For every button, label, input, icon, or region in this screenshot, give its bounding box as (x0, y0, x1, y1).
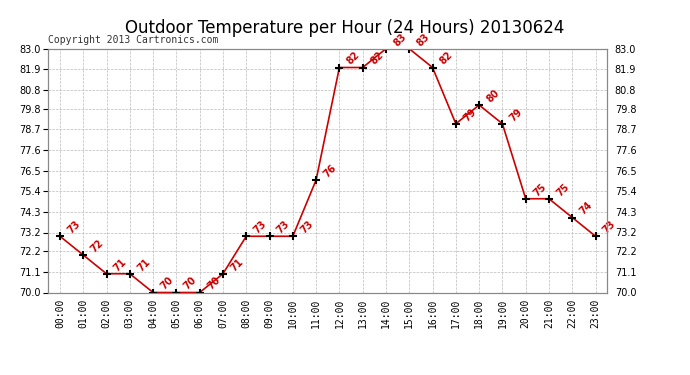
Text: 73: 73 (298, 219, 315, 236)
Text: 71: 71 (228, 256, 245, 273)
Text: Temperature  (°F): Temperature (°F) (546, 26, 651, 36)
Text: 82: 82 (368, 50, 385, 67)
Text: 75: 75 (531, 182, 548, 198)
Text: 83: 83 (391, 31, 408, 48)
Text: 79: 79 (508, 106, 524, 123)
Text: 80: 80 (484, 87, 502, 104)
Text: Copyright 2013 Cartronics.com: Copyright 2013 Cartronics.com (48, 35, 219, 45)
Text: 71: 71 (135, 256, 152, 273)
Text: 72: 72 (89, 238, 106, 254)
Text: 73: 73 (66, 219, 82, 236)
Text: 75: 75 (555, 182, 571, 198)
Text: 74: 74 (578, 200, 595, 217)
Text: 73: 73 (601, 219, 618, 236)
Text: 70: 70 (159, 275, 175, 292)
Text: Outdoor Temperature per Hour (24 Hours) 20130624: Outdoor Temperature per Hour (24 Hours) … (126, 19, 564, 37)
Text: 76: 76 (322, 163, 338, 179)
Text: 70: 70 (205, 275, 222, 292)
Text: 73: 73 (275, 219, 292, 236)
Text: 70: 70 (182, 275, 199, 292)
Text: 82: 82 (345, 50, 362, 67)
Text: 79: 79 (462, 106, 478, 123)
Text: 73: 73 (252, 219, 268, 236)
Text: 82: 82 (438, 50, 455, 67)
Text: 83: 83 (415, 31, 431, 48)
Text: 71: 71 (112, 256, 129, 273)
